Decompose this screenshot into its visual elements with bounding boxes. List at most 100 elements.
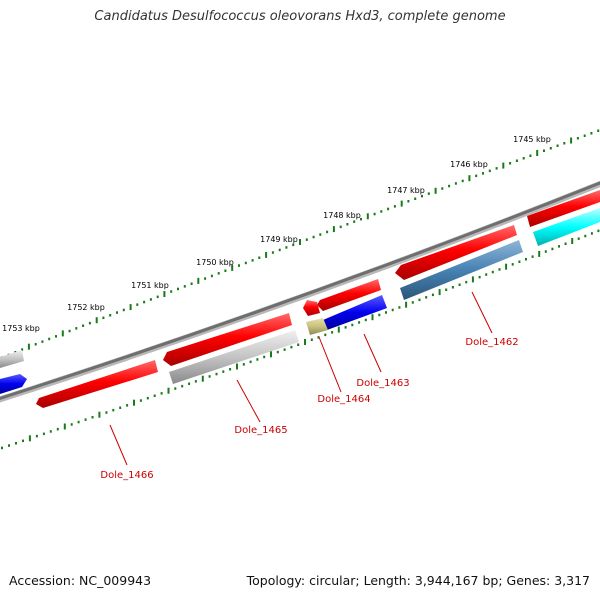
gene-label-dole-1463[interactable]: Dole_1463 [356, 378, 409, 389]
lower-ruler-minor-tick [160, 392, 163, 395]
upper-ruler-minor-tick [136, 303, 139, 306]
gene-arrow-dole-1466[interactable] [36, 360, 158, 408]
gene-label-dole-1464[interactable]: Dole_1464 [317, 394, 370, 405]
lower-ruler-minor-tick [194, 380, 197, 383]
lower-ruler-minor-tick [119, 406, 122, 409]
gene-arrow-dole-1464[interactable] [306, 318, 328, 335]
lower-ruler-major-tick [98, 411, 101, 418]
lower-ruler-minor-tick [297, 343, 300, 346]
gene-arrow-cyan[interactable] [533, 208, 600, 246]
lower-ruler-minor-tick [511, 263, 514, 266]
lower-ruler-minor-tick [1, 446, 3, 450]
lower-ruler-major-tick [337, 326, 340, 333]
ruler-label-1747: 1747 kbp [387, 186, 425, 195]
page-title: Candidatus Desulfococcus oleovorans Hxd3… [94, 9, 506, 24]
lower-ruler-minor-tick [263, 355, 266, 359]
upper-ruler-major-tick [129, 304, 132, 311]
upper-ruler-minor-tick [68, 329, 71, 333]
upper-ruler-major-tick [27, 343, 30, 350]
lower-ruler-minor-tick [558, 245, 560, 248]
lower-ruler-minor-tick [445, 288, 448, 291]
upper-ruler-minor-tick [102, 316, 105, 320]
upper-ruler-minor-tick [204, 277, 207, 280]
upper-ruler-minor-tick [488, 169, 491, 173]
gene-arrow-forward[interactable] [527, 190, 600, 227]
lower-ruler-minor-tick [15, 442, 17, 445]
upper-ruler-minor-tick [116, 311, 118, 314]
gene-arrow-dole-1462-forward[interactable] [395, 225, 517, 280]
lower-ruler-minor-tick [56, 427, 59, 431]
gene-arrow-forward[interactable] [317, 279, 381, 311]
upper-ruler-minor-tick [360, 217, 362, 221]
upper-ruler-minor-tick [156, 295, 159, 299]
upper-ruler-minor-tick [387, 207, 390, 211]
lower-ruler-minor-tick [344, 326, 347, 329]
leader-line-dole-1463 [363, 333, 382, 373]
gene-arrow-blue-edge[interactable] [0, 374, 27, 394]
upper-ruler-minor-tick [190, 282, 193, 285]
lower-ruler-minor-tick [425, 296, 428, 299]
lower-ruler-major-tick [270, 351, 272, 358]
upper-ruler-minor-tick [441, 187, 444, 190]
gene-arrow-forward[interactable] [163, 313, 292, 366]
gene-arrow-dole-1462[interactable] [400, 240, 523, 300]
upper-ruler-minor-tick [427, 192, 430, 195]
lower-ruler-minor-tick [551, 247, 554, 251]
upper-ruler-minor-tick [285, 246, 288, 249]
ruler-label-1753: 1753 kbp [2, 324, 40, 333]
lower-ruler-minor-tick [378, 313, 381, 317]
lower-ruler-major-tick [201, 375, 204, 382]
gene-arrow-gray-edge[interactable] [0, 350, 24, 368]
lower-ruler-minor-tick [215, 372, 218, 376]
upper-ruler-major-tick [366, 213, 369, 220]
upper-ruler-major-tick [231, 264, 234, 271]
gene-arrow-small-forward[interactable] [303, 300, 320, 316]
upper-ruler-minor-tick [475, 174, 478, 178]
lower-ruler-minor-tick [364, 318, 367, 322]
gene-label-dole-1462[interactable]: Dole_1462 [465, 337, 518, 348]
upper-ruler-major-tick [434, 187, 437, 194]
upper-ruler-major-tick [468, 175, 471, 182]
upper-ruler-major-tick [197, 277, 200, 284]
lower-ruler-minor-tick [112, 408, 115, 412]
gene-arrow-dole-1465[interactable] [169, 330, 299, 384]
lower-ruler-minor-tick [431, 293, 434, 297]
gene-label-dole-1466[interactable]: Dole_1466 [100, 470, 153, 481]
gene-arrow-dole-1463[interactable] [323, 295, 387, 330]
ruler-label-1746: 1746 kbp [450, 160, 488, 169]
upper-ruler-minor-tick [326, 230, 329, 234]
leader-line-dole-1465 [236, 379, 261, 423]
gene-label-dole-1465[interactable]: Dole_1465 [234, 425, 287, 436]
lower-ruler-minor-tick [84, 418, 87, 421]
upper-ruler-minor-tick [515, 159, 518, 162]
lower-ruler-minor-tick [590, 232, 593, 235]
lower-ruler-major-tick [236, 363, 238, 370]
upper-ruler-minor-tick [21, 348, 24, 351]
upper-ruler-minor-tick [549, 147, 552, 150]
lower-ruler-minor-tick [181, 384, 184, 388]
upper-ruler [0, 129, 600, 359]
upper-ruler-major-tick [95, 317, 98, 324]
lower-ruler-minor-tick [458, 283, 461, 286]
lower-ruler-minor-tick [256, 358, 259, 361]
accession-text: Accession: NC_009943 [9, 573, 152, 588]
upper-ruler-minor-tick [305, 238, 308, 241]
lower-ruler-minor-tick [531, 255, 534, 258]
lower-ruler-minor-tick [544, 250, 547, 253]
upper-ruler-minor-tick [244, 261, 247, 265]
upper-ruler-minor-tick [224, 269, 227, 272]
lower-ruler-minor-tick [331, 331, 334, 334]
upper-ruler-minor-tick [509, 162, 512, 165]
upper-ruler-minor-tick [183, 285, 186, 288]
lower-ruler-minor-tick [22, 439, 24, 443]
lower-ruler-minor-tick [153, 394, 156, 397]
upper-ruler-major-tick [163, 291, 166, 297]
lower-ruler-minor-tick [290, 345, 293, 349]
lower-ruler-minor-tick [584, 234, 587, 238]
lower-ruler-minor-tick [398, 306, 401, 309]
upper-ruler-minor-tick [278, 248, 281, 252]
upper-ruler-minor-tick [319, 233, 322, 236]
lower-ruler-minor-tick [385, 311, 387, 314]
upper-ruler-minor-tick [454, 182, 457, 185]
